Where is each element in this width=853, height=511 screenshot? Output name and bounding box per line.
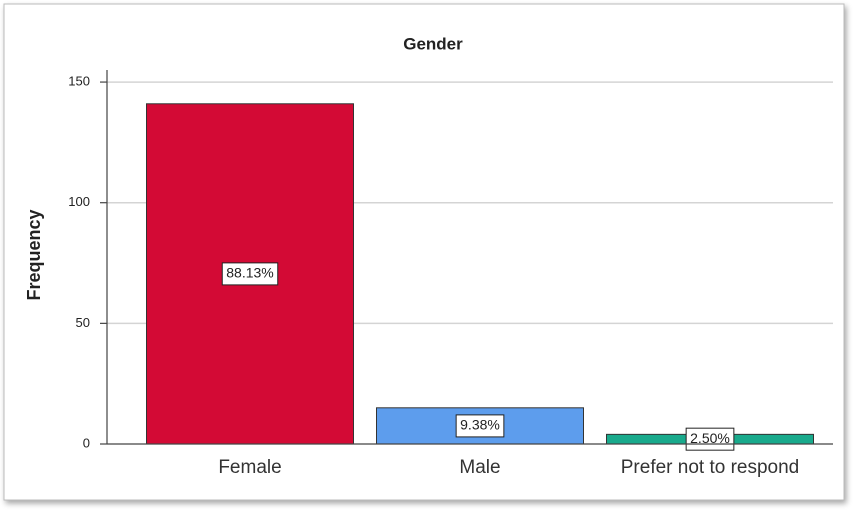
x-tick-label: Female [218,457,281,478]
y-tick-label: 50 [76,315,90,330]
value-label: 2.50% [690,430,730,446]
value-label-box [221,262,279,286]
y-tick-label: 100 [68,194,90,209]
value-label: 88.13% [226,265,273,281]
y-axis-label: Frequency [24,209,44,300]
value-label: 9.38% [460,417,500,433]
chart-title: Gender [403,34,463,53]
x-tick-label: Male [459,457,500,478]
y-tick-label: 0 [83,435,90,450]
y-tick-label: 150 [68,74,90,89]
value-label-box [455,414,505,438]
value-label-box [685,427,735,451]
x-tick-label: Prefer not to respond [621,457,800,478]
